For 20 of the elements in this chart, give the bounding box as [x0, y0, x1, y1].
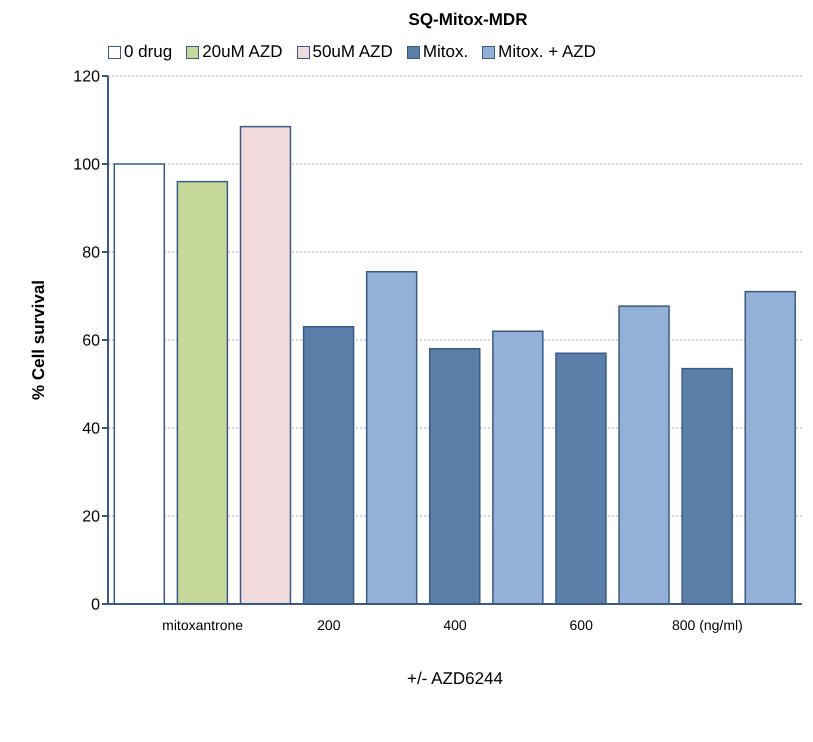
- y-tick-label: 120: [73, 68, 100, 86]
- legend-label: Mitox. + AZD: [497, 41, 596, 63]
- y-tick-label: 20: [82, 508, 100, 526]
- x-tick-label: 800 (ng/ml): [672, 616, 743, 633]
- x-tick-label: 600: [570, 616, 594, 633]
- y-tick-label: 40: [82, 420, 100, 438]
- y-tick-label: 80: [82, 244, 100, 262]
- y-axis-title: % Cell survival: [29, 280, 48, 400]
- x-tick-label: mitoxantrone: [162, 616, 244, 633]
- x-tick-label: 200: [317, 616, 341, 633]
- legend-label: 20uM AZD: [201, 41, 283, 63]
- x-tick-label: 400: [443, 616, 467, 633]
- legend-label: Mitox.: [422, 41, 468, 63]
- y-tick-label: 100: [73, 156, 100, 174]
- legend-label: 0 drug: [123, 41, 172, 63]
- x-axis-title: +/- AZD6244: [407, 669, 503, 688]
- y-tick-label: 0: [91, 596, 100, 614]
- y-tick-label: 60: [82, 332, 100, 350]
- chart-title: SQ-Mitox-MDR: [408, 10, 528, 30]
- legend-label: 50uM AZD: [312, 41, 393, 63]
